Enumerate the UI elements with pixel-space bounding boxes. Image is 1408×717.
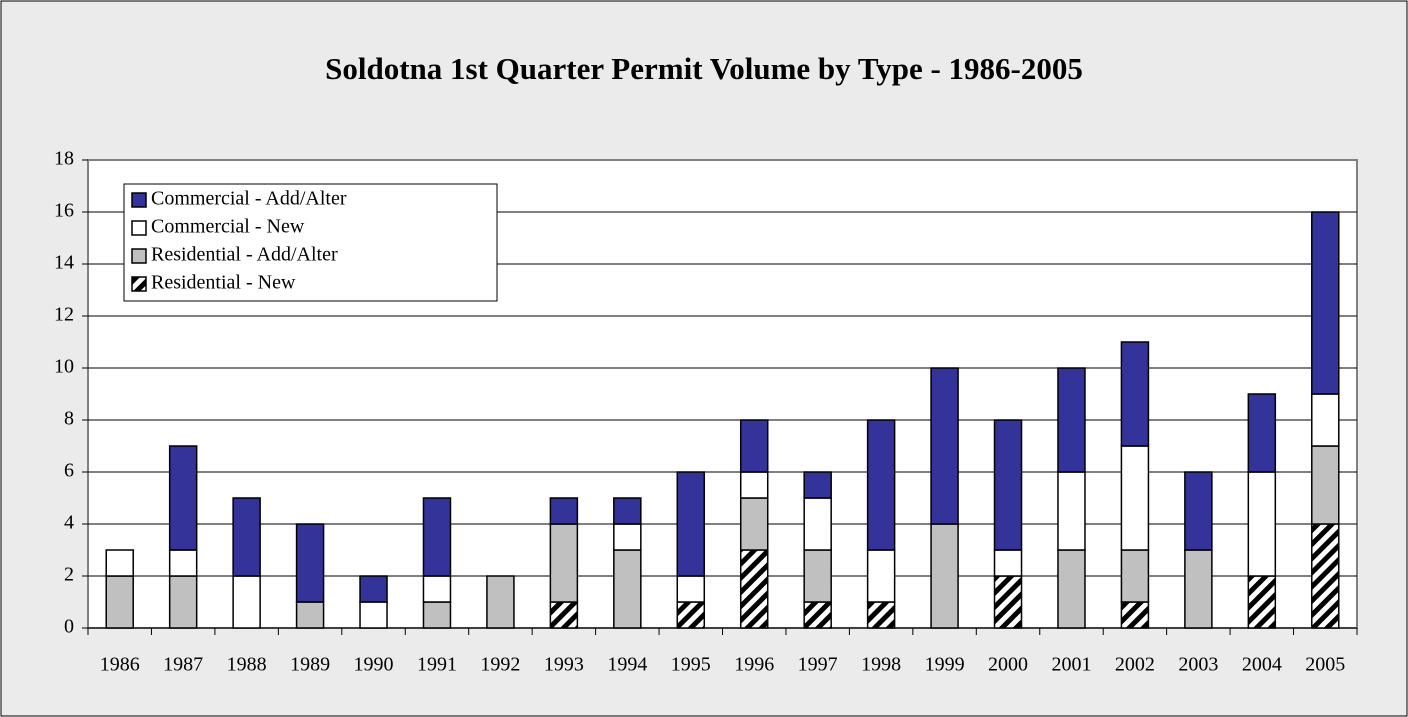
bar-segment <box>676 575 706 603</box>
x-tick-label: 1999 <box>925 654 965 676</box>
x-tick-label: 1995 <box>671 654 711 676</box>
bar-segment <box>1311 445 1340 525</box>
bar-segment <box>1120 601 1150 629</box>
bar-segment <box>739 419 769 473</box>
bar-segment <box>422 601 452 629</box>
bar-segment <box>676 601 706 629</box>
x-tick-label: 1987 <box>163 654 203 676</box>
x-tick-label: 2002 <box>1115 654 1155 676</box>
bar-segment <box>549 497 579 525</box>
bar-segment <box>1184 549 1213 629</box>
bar-segment <box>486 575 515 629</box>
legend-swatch <box>131 220 147 236</box>
x-tick-label: 1998 <box>861 654 901 676</box>
legend-label: Residential - New <box>151 272 296 294</box>
x-tick-label: 1992 <box>480 654 520 676</box>
bar-segment <box>866 549 896 603</box>
bar-segment <box>422 575 452 603</box>
bar-segment <box>549 523 579 603</box>
x-tick-label: 1994 <box>607 654 647 676</box>
bar-segment <box>930 523 959 629</box>
x-tick-label: 2003 <box>1178 654 1218 676</box>
bar-segment <box>803 471 832 499</box>
legend-swatch <box>131 276 147 292</box>
bar-segment <box>1120 549 1150 603</box>
legend-label: Residential - Add/Alter <box>151 244 338 266</box>
bar-segment <box>993 549 1023 577</box>
x-tick-label: 1996 <box>734 654 774 676</box>
y-tick-label: 10 <box>54 356 74 378</box>
bar-segment <box>739 497 769 551</box>
bar-segment <box>866 419 896 551</box>
bar-segment <box>168 445 198 551</box>
legend-label: Commercial - New <box>151 216 305 238</box>
bar-segment <box>168 549 198 577</box>
bar-segment <box>1184 471 1213 551</box>
bar-segment <box>1057 549 1086 629</box>
x-tick-label: 2001 <box>1051 654 1091 676</box>
bar-segment <box>866 601 896 629</box>
bar-segment <box>676 471 706 577</box>
bar-segment <box>359 575 388 603</box>
bar-segment <box>1311 211 1340 395</box>
bar-segment <box>105 549 134 577</box>
legend-swatch <box>131 248 147 264</box>
bar-segment <box>803 497 832 551</box>
x-tick-label: 1988 <box>227 654 267 676</box>
x-tick-label: 2004 <box>1242 654 1282 676</box>
bar-segment <box>1247 393 1277 473</box>
x-tick-label: 1986 <box>100 654 140 676</box>
x-tick-label: 2005 <box>1305 654 1345 676</box>
bar-segment <box>232 575 261 629</box>
y-tick-label: 4 <box>64 512 74 534</box>
bar-segment <box>232 497 261 577</box>
bar-segment <box>613 549 642 629</box>
bar-segment <box>549 601 579 629</box>
y-tick-label: 2 <box>64 564 74 586</box>
x-tick-label: 2000 <box>988 654 1028 676</box>
y-tick-label: 14 <box>54 252 74 274</box>
bar-segment <box>1311 393 1340 447</box>
bar-segment <box>803 601 832 629</box>
bar-segment <box>993 419 1023 551</box>
bar-segment <box>1247 575 1277 629</box>
legend-label: Commercial - Add/Alter <box>151 188 347 210</box>
bar-segment <box>1311 523 1340 629</box>
bar-segment <box>295 523 325 603</box>
bar-segment <box>1057 471 1086 551</box>
bar-segment <box>803 549 832 603</box>
bar-segment <box>105 575 134 629</box>
bar-segment <box>168 575 198 629</box>
bar-segment <box>739 471 769 499</box>
bar-segment <box>1247 471 1277 577</box>
bar-segment <box>993 575 1023 629</box>
y-tick-label: 8 <box>64 408 74 430</box>
y-tick-label: 12 <box>54 304 74 326</box>
legend-box <box>123 183 498 302</box>
y-tick-label: 0 <box>64 616 74 638</box>
bar-segment <box>422 497 452 577</box>
bar-segment <box>613 497 642 525</box>
x-tick-label: 1989 <box>290 654 330 676</box>
x-tick-label: 1993 <box>544 654 584 676</box>
bar-segment <box>613 523 642 551</box>
bar-segment <box>359 601 388 629</box>
bar-segment <box>930 367 959 525</box>
y-tick-label: 6 <box>64 460 74 482</box>
bar-segment <box>1057 367 1086 473</box>
bar-segment <box>739 549 769 629</box>
legend-swatch <box>131 192 147 208</box>
bar-segment <box>1120 445 1150 551</box>
x-tick-label: 1991 <box>417 654 457 676</box>
x-tick-label: 1990 <box>354 654 394 676</box>
bar-segment <box>1120 341 1150 447</box>
y-tick-label: 16 <box>54 200 74 222</box>
chart-title: Soldotna 1st Quarter Permit Volume by Ty… <box>325 51 1083 86</box>
y-tick-label: 18 <box>54 148 74 170</box>
bar-segment <box>295 601 325 629</box>
x-tick-label: 1997 <box>798 654 838 676</box>
